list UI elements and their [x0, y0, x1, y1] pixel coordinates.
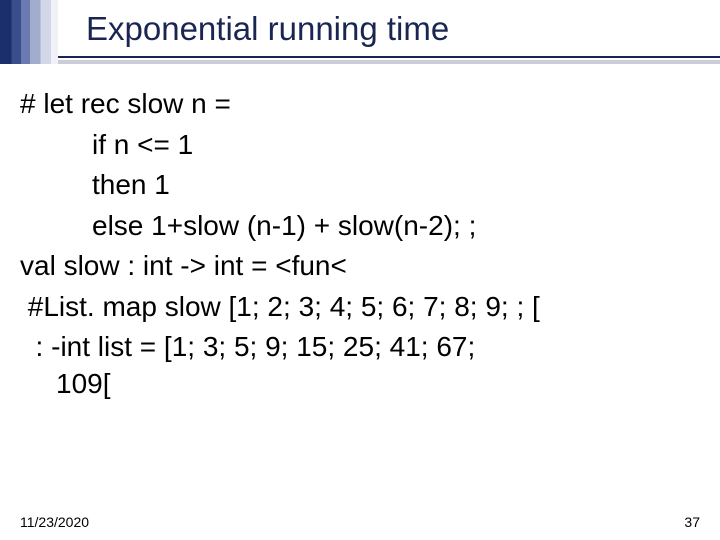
footer: 11/23/2020 37 — [20, 514, 700, 530]
title-accent — [0, 0, 58, 64]
code-line: #List. map slow [1; 2; 3; 4; 5; 6; 7; 8;… — [20, 287, 700, 328]
title-underline — [58, 56, 720, 58]
title-underline-shadow — [58, 60, 720, 64]
footer-date: 11/23/2020 — [20, 514, 89, 530]
title-bar: Exponential running time — [0, 0, 720, 64]
code-line: val slow : int -> int = <fun< — [20, 246, 700, 287]
code-line: else 1+slow (n-1) + slow(n-2); ; — [20, 206, 700, 247]
slide-title: Exponential running time — [86, 10, 449, 48]
code-line: if n <= 1 — [20, 125, 700, 166]
code-line: # let rec slow n = — [20, 84, 700, 125]
footer-page-number: 37 — [684, 514, 700, 530]
code-line: then 1 — [20, 165, 700, 206]
slide-content: # let rec slow n = if n <= 1 then 1 else… — [20, 84, 700, 403]
code-line: 109[ — [20, 365, 700, 403]
code-line: : -int list = [1; 3; 5; 9; 15; 25; 41; 6… — [20, 328, 700, 366]
